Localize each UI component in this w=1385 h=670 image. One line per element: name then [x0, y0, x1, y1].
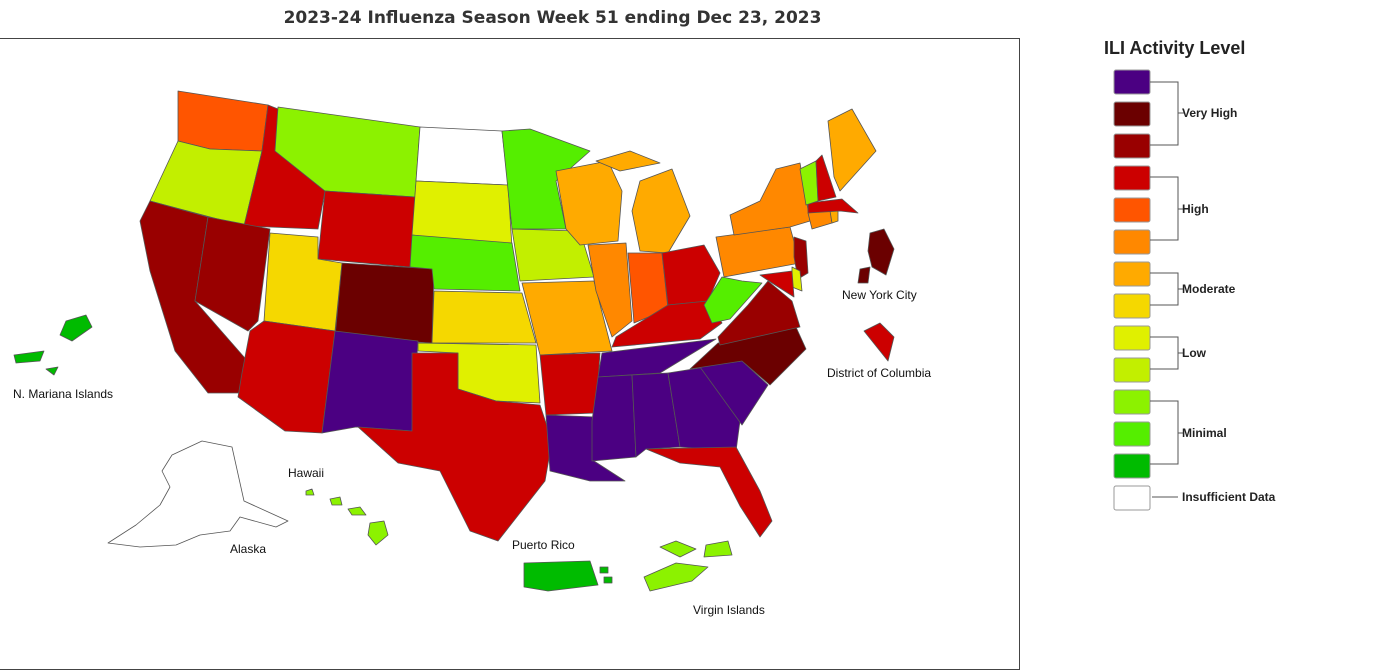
inset-puerto-rico[interactable]: [523, 560, 613, 592]
state-colorado[interactable]: [334, 262, 435, 344]
state-maryland[interactable]: [759, 270, 795, 298]
state-new-jersey[interactable]: [793, 236, 809, 280]
state-virginia[interactable]: [717, 280, 801, 346]
label-nyc: New York City: [842, 288, 917, 302]
inset-virgin-islands[interactable]: [643, 540, 733, 592]
state-new-hampshire[interactable]: [815, 154, 837, 202]
legend-swatch-minimal-3: [1113, 389, 1151, 415]
legend-label-low: Low: [1182, 346, 1206, 360]
map-panel: New York City District of Columbia N. Ma…: [0, 38, 1020, 670]
legend-title: ILI Activity Level: [1104, 38, 1246, 58]
state-kansas[interactable]: [431, 290, 537, 344]
inset-alaska[interactable]: [107, 440, 289, 548]
state-nevada[interactable]: [194, 216, 271, 332]
state-west-virginia[interactable]: [703, 276, 763, 324]
legend-graphic: [1113, 69, 1184, 511]
state-alabama[interactable]: [631, 372, 681, 458]
state-georgia[interactable]: [667, 366, 741, 452]
legend-swatch-moderate-1: [1113, 293, 1151, 319]
legend-swatch-very-high-2: [1113, 101, 1151, 127]
state-maine[interactable]: [827, 108, 877, 192]
state-mississippi[interactable]: [591, 374, 637, 462]
state-tennessee[interactable]: [597, 338, 717, 378]
legend-swatch-insufficient: [1113, 485, 1151, 511]
state-missouri[interactable]: [521, 280, 613, 356]
state-arkansas[interactable]: [539, 352, 601, 416]
state-north-dakota[interactable]: [415, 126, 509, 186]
state-texas[interactable]: [357, 352, 553, 542]
state-arizona[interactable]: [237, 320, 336, 434]
label-nmi: N. Mariana Islands: [13, 387, 113, 401]
label-hawaii: Hawaii: [288, 466, 324, 480]
map-title: 2023-24 Influenza Season Week 51 ending …: [283, 8, 822, 28]
inset-nyc[interactable]: [857, 228, 895, 284]
state-kentucky[interactable]: [611, 300, 723, 348]
state-illinois[interactable]: [587, 242, 633, 338]
legend-label-insufficient: Insufficient Data: [1182, 490, 1276, 504]
state-massachusetts[interactable]: [807, 198, 859, 214]
label-virgin-islands: Virgin Islands: [693, 603, 765, 617]
legend-swatch-moderate-2: [1113, 261, 1151, 287]
state-north-carolina[interactable]: [689, 326, 807, 386]
state-new-york[interactable]: [729, 162, 811, 236]
label-puerto-rico: Puerto Rico: [512, 538, 575, 552]
legend-swatch-minimal-1: [1113, 453, 1151, 479]
state-nebraska[interactable]: [409, 234, 521, 292]
inset-nmi[interactable]: [13, 314, 93, 376]
legend-swatch-low-2: [1113, 325, 1151, 351]
state-ohio[interactable]: [661, 244, 721, 306]
us-flu-map: New York City District of Columbia N. Ma…: [13, 90, 931, 617]
legend-label-very-high: Very High: [1182, 106, 1238, 120]
inset-dc[interactable]: [863, 322, 895, 362]
legend-swatch-high-2: [1113, 197, 1151, 223]
label-alaska: Alaska: [230, 542, 266, 556]
legend-swatch-high-3: [1113, 165, 1151, 191]
state-pennsylvania[interactable]: [715, 226, 801, 278]
legend-swatch-minimal-2: [1113, 421, 1151, 447]
legend-label-high: High: [1182, 202, 1209, 216]
legend-swatch-very-high-1: [1113, 133, 1151, 159]
legend-swatch-high-1: [1113, 229, 1151, 255]
inset-hawaii[interactable]: [305, 488, 389, 546]
label-dc: District of Columbia: [827, 366, 931, 380]
state-new-mexico[interactable]: [321, 330, 419, 434]
state-florida[interactable]: [645, 446, 773, 538]
legend-swatch-very-high-3: [1113, 69, 1151, 95]
legend: ILI Activity Level Very High High Modera…: [1090, 36, 1385, 536]
legend-label-moderate: Moderate: [1182, 282, 1236, 296]
legend-swatch-low-1: [1113, 357, 1151, 383]
state-wyoming[interactable]: [317, 190, 416, 268]
legend-label-minimal: Minimal: [1182, 426, 1227, 440]
state-washington[interactable]: [177, 90, 269, 152]
